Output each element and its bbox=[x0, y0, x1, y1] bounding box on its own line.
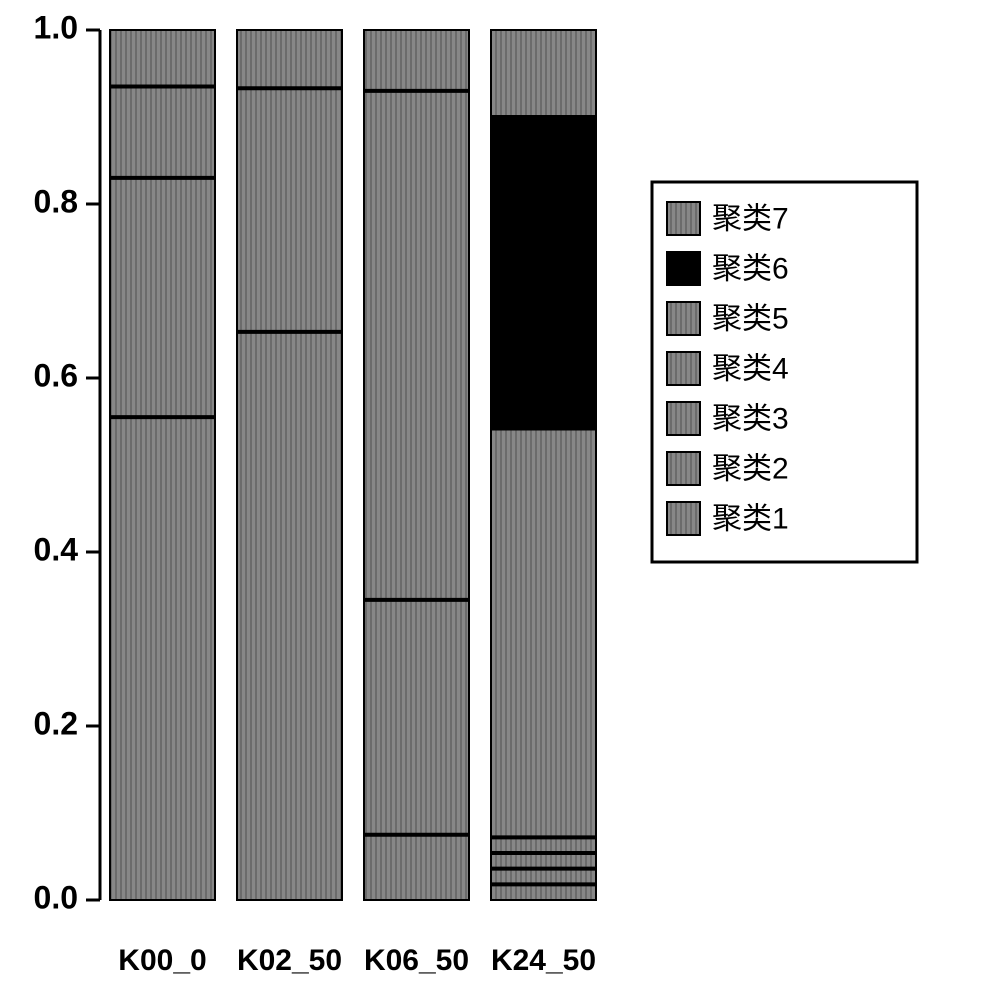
legend-label: 聚类1 bbox=[712, 502, 789, 535]
bar-segment bbox=[491, 30, 596, 117]
x-tick-label: K06_50 bbox=[364, 944, 469, 977]
bar-segment bbox=[364, 600, 469, 835]
bar-segment bbox=[237, 332, 342, 900]
bar-segment bbox=[364, 91, 469, 600]
bar-segment bbox=[237, 88, 342, 332]
y-tick-label: 0.6 bbox=[34, 357, 78, 393]
legend-swatch bbox=[667, 452, 700, 485]
legend-swatch bbox=[667, 352, 700, 385]
legend-swatch bbox=[667, 502, 700, 535]
bar-segment bbox=[491, 869, 596, 885]
chart-svg: 0.0 0.2 0.4 0.6 0.8 1.0 K00_0 K02_50 K06_50 K24_5… bbox=[0, 0, 995, 1000]
bar-segment bbox=[110, 87, 215, 178]
bar-segment bbox=[110, 178, 215, 417]
legend-swatch bbox=[667, 302, 700, 335]
bar-segment bbox=[364, 30, 469, 91]
bar-segment bbox=[364, 835, 469, 900]
legend-label: 聚类4 bbox=[712, 352, 789, 385]
legend-label: 聚类5 bbox=[712, 302, 789, 335]
legend-label: 聚类7 bbox=[712, 202, 789, 235]
y-tick-label: 0.8 bbox=[34, 183, 78, 219]
bar-segment bbox=[491, 884, 596, 900]
y-tick-label: 0.0 bbox=[34, 879, 78, 915]
y-tick-label: 0.4 bbox=[34, 531, 79, 567]
legend-label: 聚类6 bbox=[712, 252, 789, 285]
bar-segment bbox=[237, 30, 342, 88]
legend-swatch bbox=[667, 202, 700, 235]
bar-segment bbox=[491, 853, 596, 869]
x-tick-label: K02_50 bbox=[237, 944, 342, 977]
stacked-bar-chart: 0.0 0.2 0.4 0.6 0.8 1.0 K00_0 K02_50 K06_50 K24_5… bbox=[0, 0, 995, 1000]
y-tick-label: 1.0 bbox=[34, 9, 78, 45]
y-tick-label: 0.2 bbox=[34, 705, 78, 741]
bar-segment bbox=[110, 417, 215, 900]
bar-segment bbox=[491, 837, 596, 853]
legend-label: 聚类2 bbox=[712, 452, 789, 485]
x-tick-label: K24_50 bbox=[491, 944, 596, 977]
bar-segment bbox=[491, 117, 596, 428]
legend-swatch bbox=[667, 252, 700, 285]
legend-label: 聚类3 bbox=[712, 402, 789, 435]
x-tick-label: K00_0 bbox=[118, 944, 206, 977]
legend-swatch bbox=[667, 402, 700, 435]
bar-segment bbox=[491, 428, 596, 837]
bar-segment bbox=[110, 30, 215, 87]
